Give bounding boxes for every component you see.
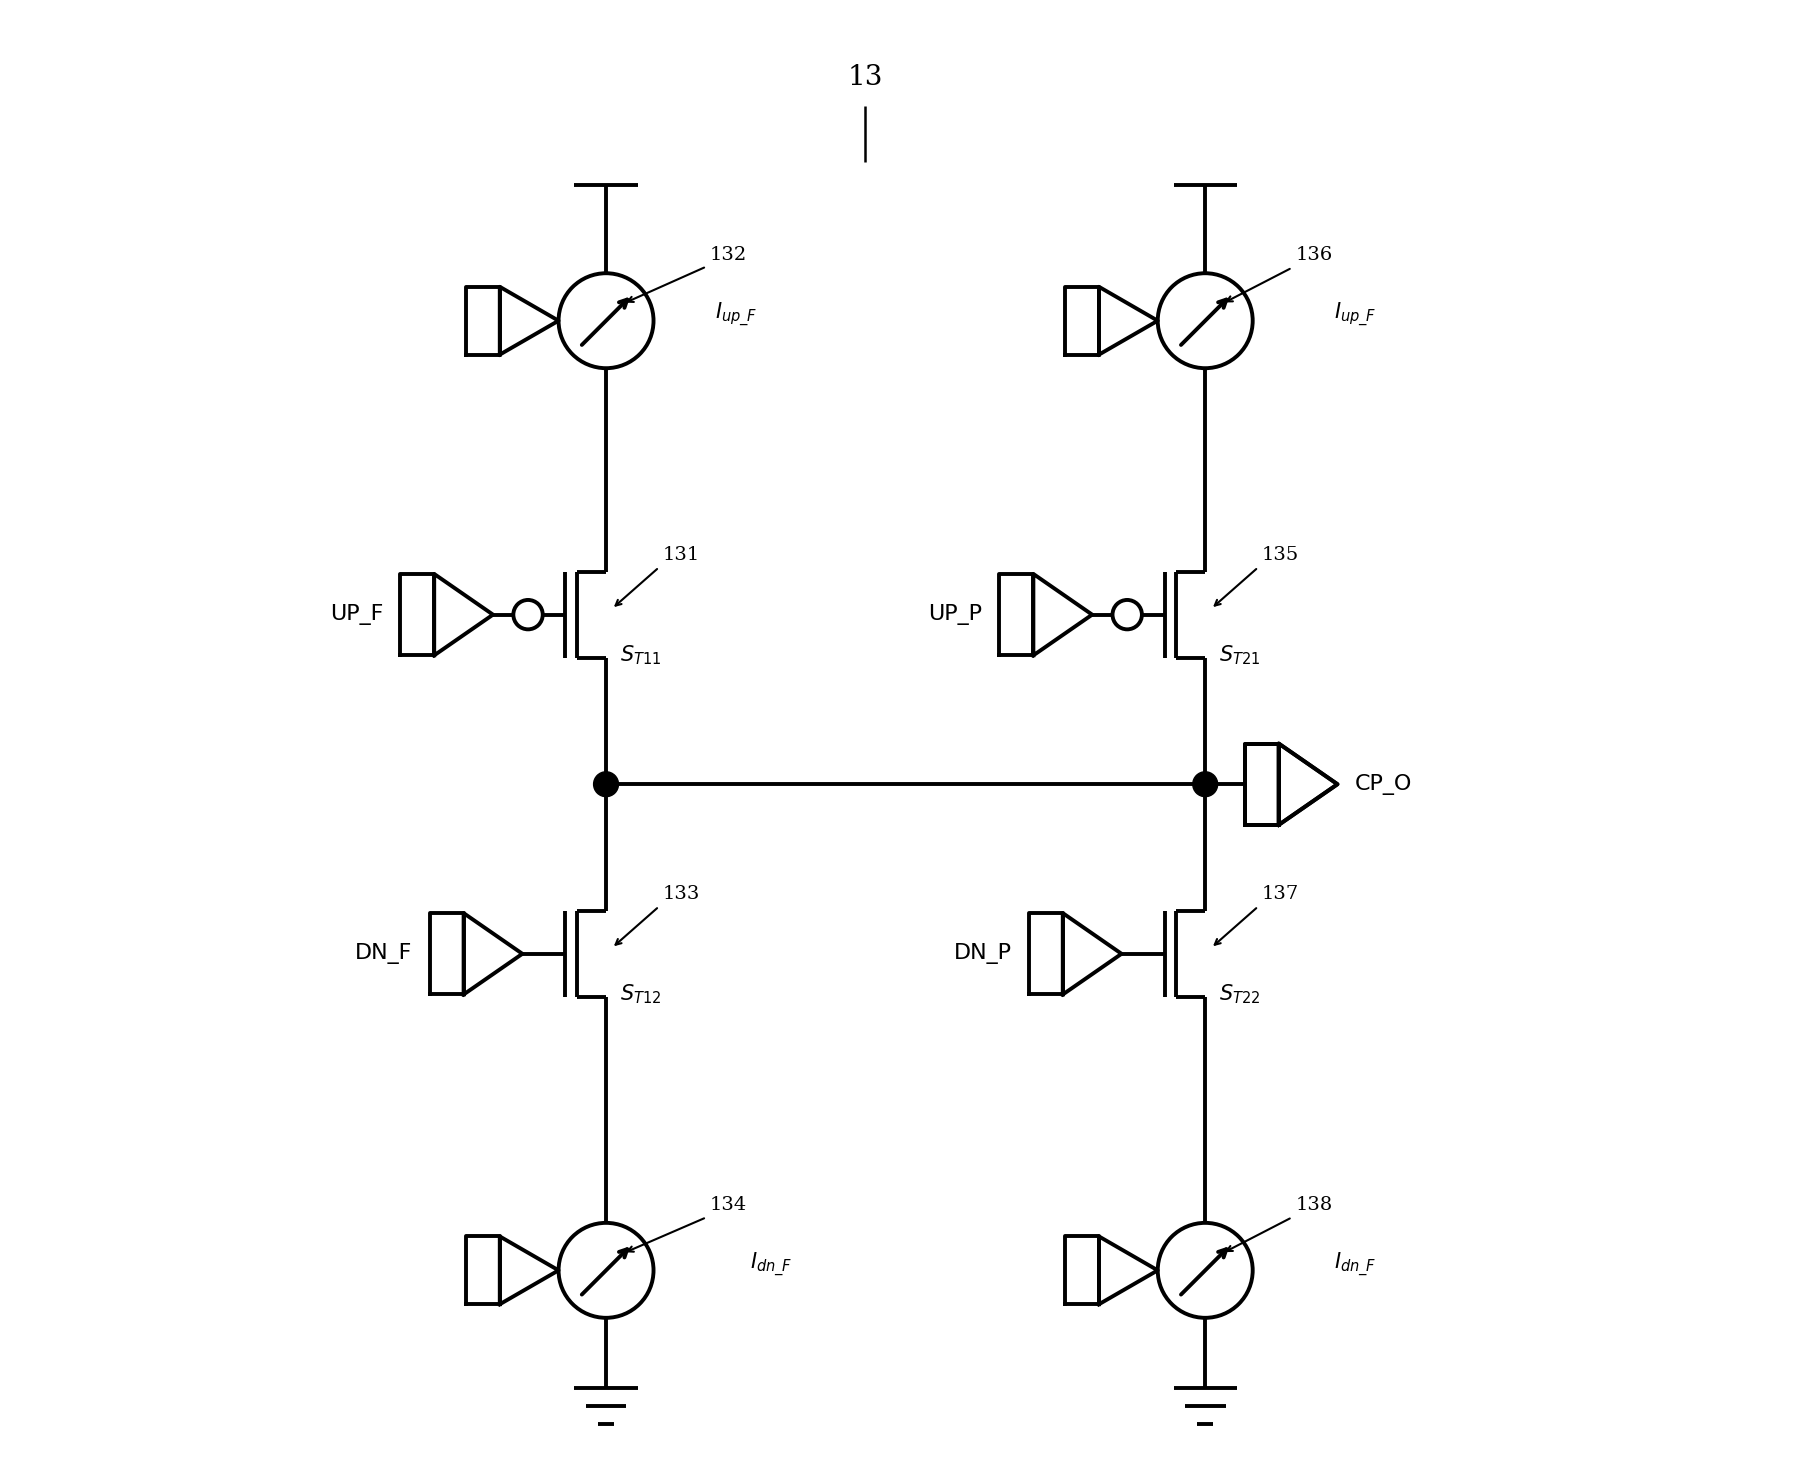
Text: 137: 137	[1261, 885, 1299, 903]
Text: DN_F: DN_F	[355, 943, 412, 964]
Text: UP_F: UP_F	[329, 605, 384, 625]
Text: 132: 132	[711, 247, 747, 265]
Text: $S_{T22}$: $S_{T22}$	[1219, 981, 1261, 1005]
Text: $S_{T11}$: $S_{T11}$	[620, 643, 660, 667]
Text: 133: 133	[662, 885, 700, 903]
Text: 136: 136	[1295, 247, 1333, 265]
Text: $S_{T12}$: $S_{T12}$	[620, 981, 660, 1005]
Circle shape	[593, 772, 619, 797]
Text: 131: 131	[662, 545, 700, 563]
Text: $I_{dn\_F}$: $I_{dn\_F}$	[749, 1250, 792, 1278]
Text: $I_{up\_F}$: $I_{up\_F}$	[1333, 302, 1377, 330]
Circle shape	[1192, 772, 1217, 797]
Text: 135: 135	[1261, 545, 1299, 563]
Text: $S_{T21}$: $S_{T21}$	[1219, 643, 1261, 667]
Text: 138: 138	[1295, 1196, 1333, 1213]
Text: $I_{up\_F}$: $I_{up\_F}$	[715, 302, 758, 330]
Text: DN_P: DN_P	[953, 943, 1011, 964]
Text: CP_O: CP_O	[1355, 773, 1411, 795]
Text: 13: 13	[847, 64, 883, 92]
Text: 134: 134	[711, 1196, 747, 1213]
Text: UP_P: UP_P	[928, 605, 982, 625]
Text: $I_{dn\_F}$: $I_{dn\_F}$	[1333, 1250, 1377, 1278]
